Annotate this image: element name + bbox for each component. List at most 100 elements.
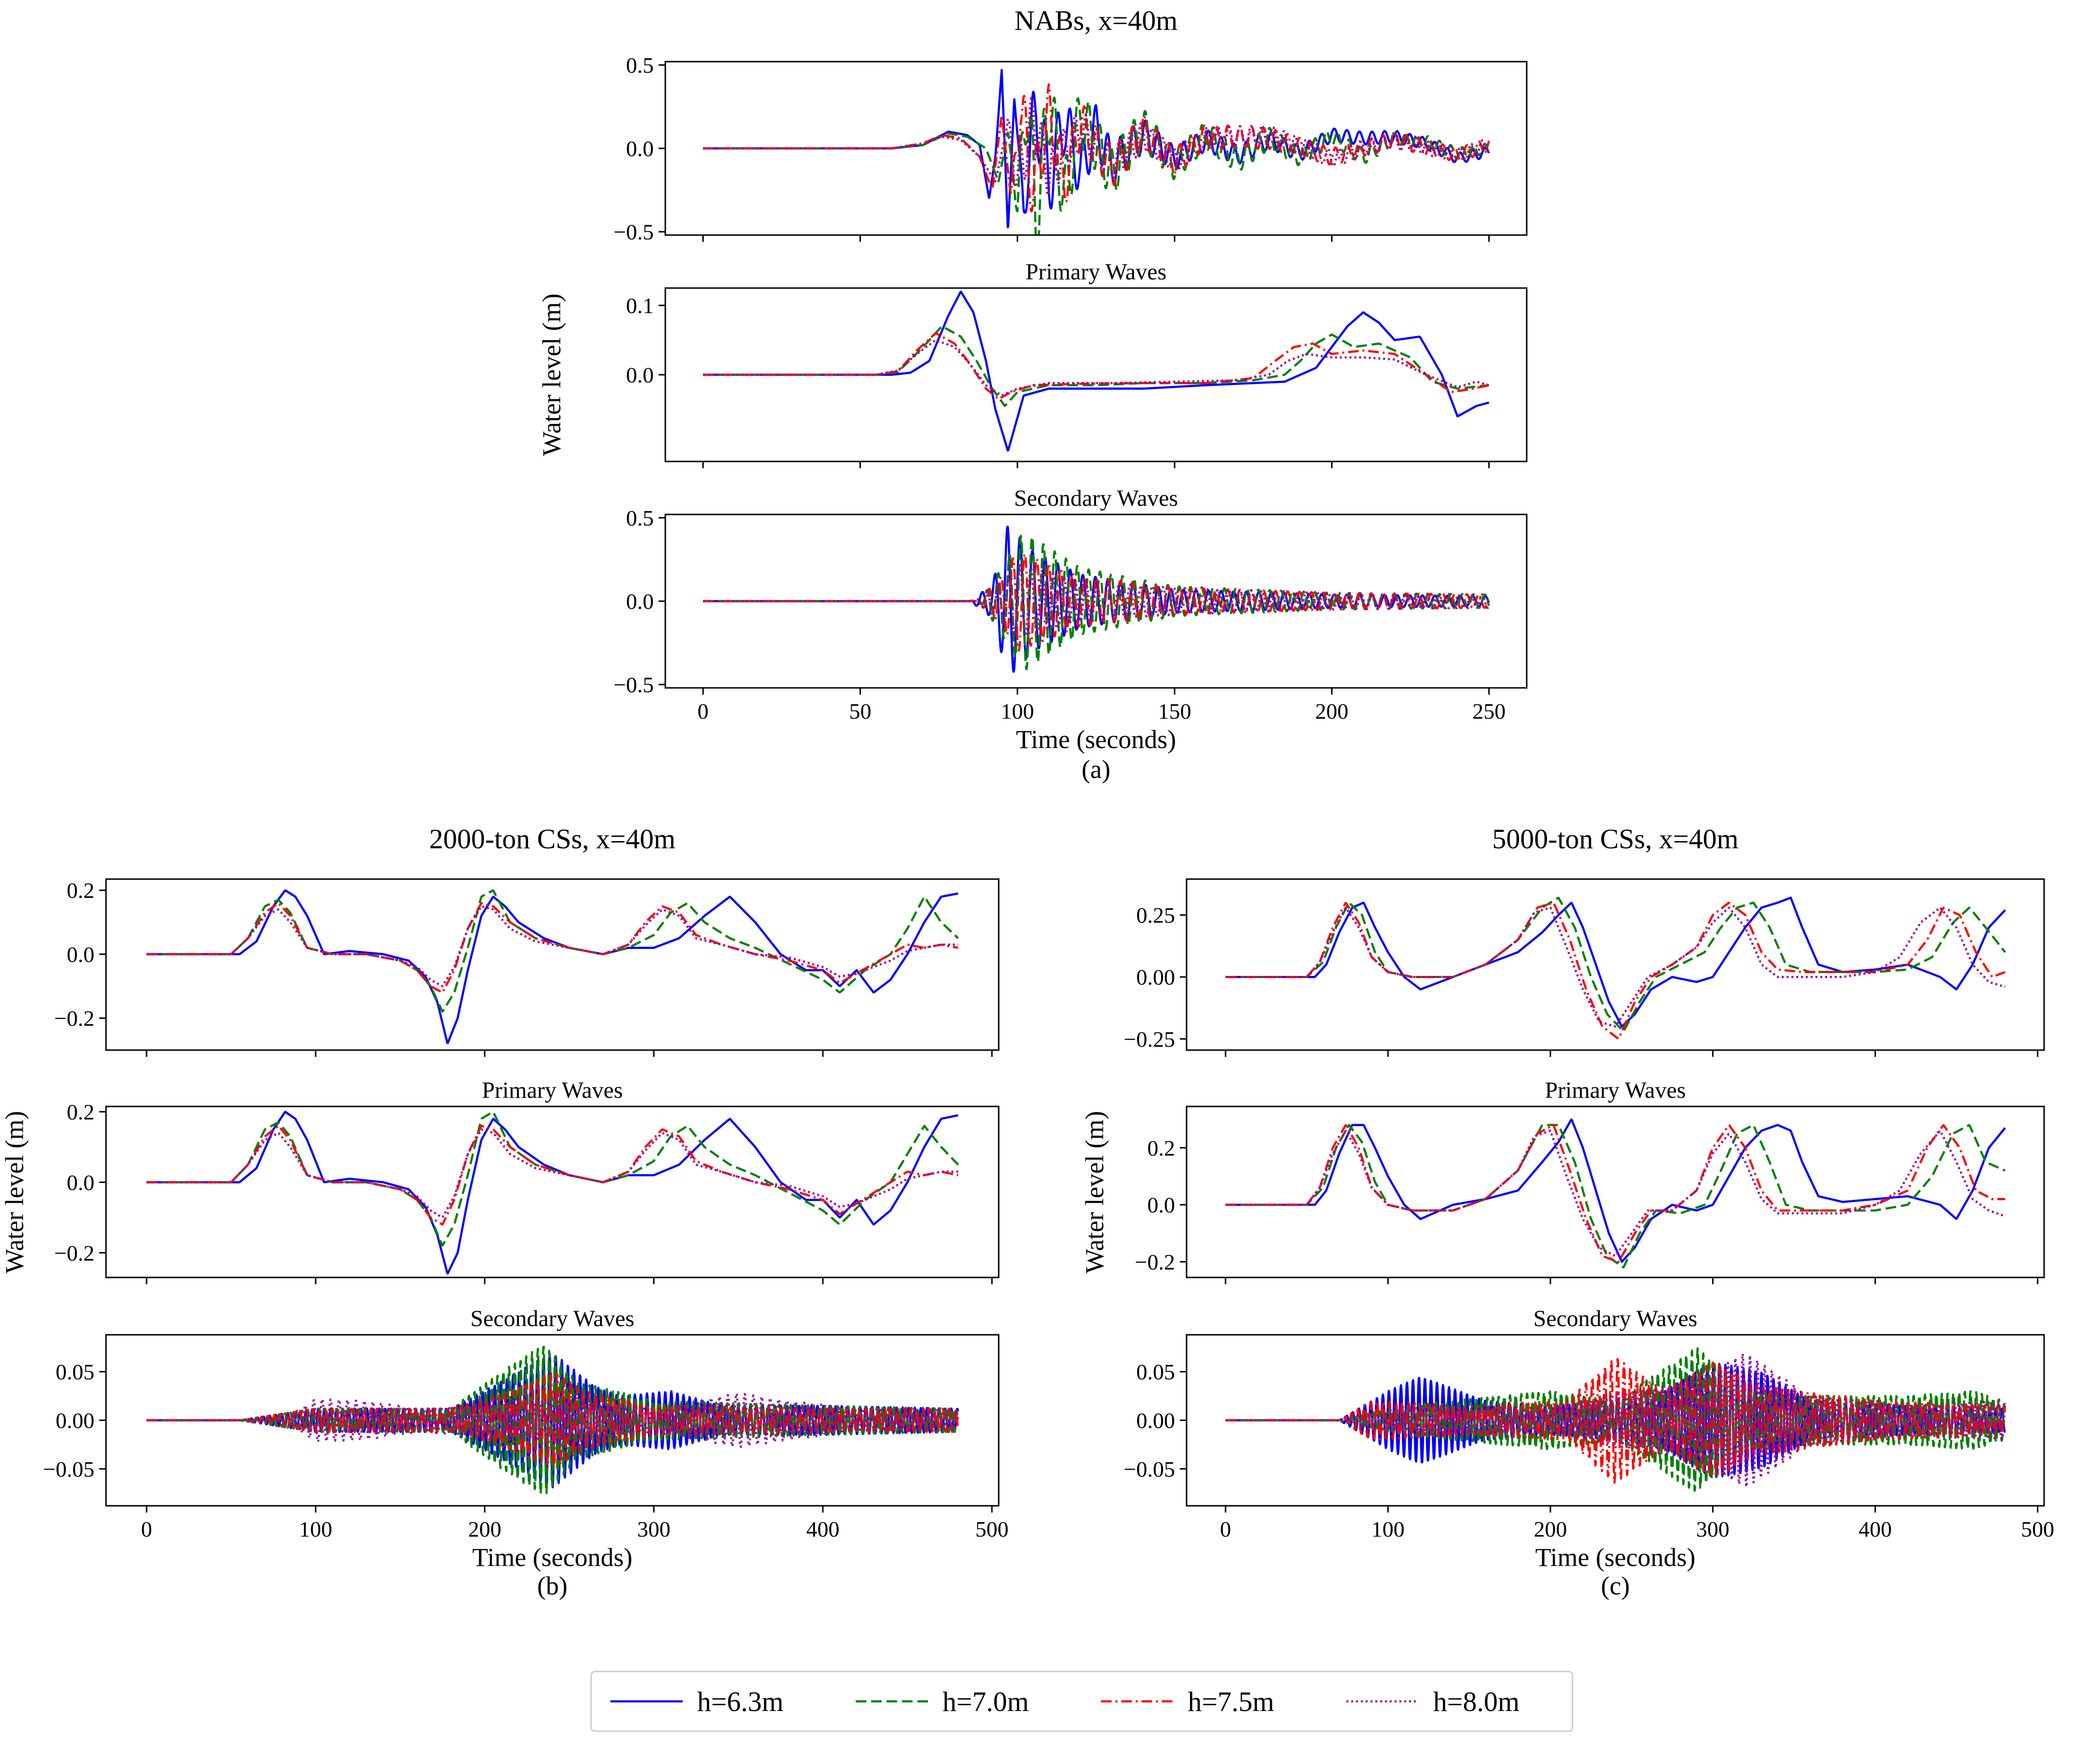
series-line-h=6.3m: [1225, 896, 2006, 1028]
subplot-title: Primary Waves: [1026, 259, 1167, 285]
y-tick-label: 0.5: [626, 506, 654, 530]
series-line-h=6.3m: [145, 889, 959, 1044]
series-line-h=7.5m: [145, 1372, 960, 1469]
y-tick-label: −0.2: [54, 1241, 94, 1265]
panel-tag: (b): [537, 1571, 568, 1600]
x-axis-label: Time (seconds): [472, 1543, 633, 1572]
subplot: Primary Waves −0.2 0.0 0.2: [54, 1078, 1000, 1284]
y-tick-label: 0.25: [1136, 903, 1175, 928]
panel-tag: (c): [1601, 1571, 1630, 1600]
x-tick-label: 0: [1220, 1517, 1231, 1541]
y-tick-label: −0.5: [614, 672, 654, 697]
y-axis-label: Water level (m): [537, 293, 566, 456]
series-line-h=8.0m: [1225, 1130, 2006, 1257]
subplot: Secondary Waves −0.5 0.0 0.5 0 50 100 150 200 250: [614, 486, 1528, 724]
series-lines: [702, 526, 1490, 673]
y-axis-label: Water level (m): [1080, 1111, 1109, 1273]
series-line-h=7.0m: [145, 1345, 960, 1495]
x-tick-label: 500: [2021, 1517, 2054, 1541]
series-lines: [702, 69, 1490, 235]
legend-box: [590, 1671, 1573, 1732]
subplot: −0.25 0.00 0.25: [1124, 878, 2045, 1057]
y-tick-label: 0.00: [56, 1408, 95, 1433]
panel-2: 5000-ton CSs, x=40m−0.250.000.25Primary …: [1080, 823, 2054, 1600]
series-line-h=8.0m: [1225, 906, 2006, 1028]
series-lines: [1225, 1347, 2007, 1492]
legend-label: h=7.0m: [942, 1686, 1029, 1717]
subplot-title: Secondary Waves: [470, 1306, 634, 1331]
y-tick-label: −0.25: [1124, 1027, 1175, 1052]
series-line-h=8.0m: [702, 564, 1490, 637]
x-tick-label: 100: [299, 1517, 332, 1541]
x-tick-label: 50: [849, 699, 872, 724]
x-tick-label: 100: [1001, 699, 1034, 724]
y-tick-label: 0.2: [67, 878, 95, 903]
panel-tag: (a): [1082, 755, 1110, 784]
y-tick-label: −0.5: [614, 220, 654, 244]
y-tick-label: −0.05: [43, 1457, 94, 1481]
subplot: Primary Waves 0.0 0.1: [626, 259, 1528, 468]
y-tick-label: 0.05: [1136, 1360, 1175, 1384]
x-tick-label: 400: [806, 1517, 840, 1541]
x-tick-label: 200: [1534, 1517, 1567, 1541]
series-lines: [1225, 896, 2006, 1040]
x-tick-label: 200: [468, 1517, 502, 1541]
legend-label: h=8.0m: [1433, 1686, 1519, 1717]
series-lines: [1225, 1118, 2006, 1269]
series-lines: [145, 1111, 959, 1275]
x-tick-label: 400: [1859, 1517, 1892, 1541]
series-line-h=7.5m: [145, 1125, 959, 1226]
series-line-h=8.0m: [702, 339, 1490, 397]
x-axis-label: Time (seconds): [1016, 725, 1176, 754]
subplot-title: Secondary Waves: [1533, 1306, 1697, 1331]
series-line-h=7.5m: [1225, 901, 2006, 1040]
legend-label: h=7.5m: [1188, 1686, 1274, 1717]
legend-label: h=6.3m: [697, 1686, 783, 1717]
y-tick-label: 0.0: [626, 363, 654, 387]
subplot: −0.5 0.0 0.5: [614, 53, 1528, 244]
y-tick-label: 0.00: [1136, 1408, 1175, 1433]
series-line-h=8.0m: [1225, 1353, 2007, 1488]
subplot-title: Primary Waves: [1545, 1078, 1686, 1103]
series-line-h=8.0m: [702, 97, 1490, 196]
y-tick-label: −0.2: [1135, 1250, 1175, 1274]
subplot-title: Secondary Waves: [1014, 486, 1178, 511]
y-tick-label: 0.0: [626, 589, 654, 614]
y-tick-label: 0.1: [626, 293, 654, 318]
subplot-frame: [1186, 1105, 2045, 1278]
x-tick-label: 150: [1158, 699, 1191, 724]
y-tick-label: 0.0: [67, 1170, 95, 1195]
subplot-title: Primary Waves: [482, 1078, 623, 1103]
y-tick-label: 0.2: [1148, 1136, 1175, 1160]
panel-0: NABs, x=40m −0.5 0.0 0.5 Primary Waves 0.0 0.1…: [537, 5, 1528, 784]
series-line-h=7.0m: [145, 1111, 959, 1247]
x-tick-label: 100: [1372, 1517, 1405, 1541]
y-tick-label: 0.5: [626, 53, 654, 78]
panels: NABs, x=40m −0.5 0.0 0.5 Primary Waves 0.0 0.1…: [0, 5, 2054, 1600]
subplot: Secondary Waves −0.05 0.00 0.05 0 100 200 300 40…: [1124, 1306, 2054, 1541]
y-tick-label: 0.0: [67, 942, 95, 967]
subplot: −0.2 0.0 0.2: [54, 878, 1000, 1057]
subplot-frame: [105, 878, 1000, 1051]
series-line-h=7.5m: [1225, 1124, 2006, 1263]
series-line-h=7.0m: [1225, 1124, 2006, 1269]
x-tick-label: 500: [975, 1517, 1008, 1541]
series-lines: [145, 1345, 960, 1495]
series-line-h=7.0m: [145, 889, 959, 1013]
x-tick-label: 300: [637, 1517, 671, 1541]
x-tick-label: 0: [141, 1517, 152, 1541]
subplot: Primary Waves −0.2 0.0 0.2: [1135, 1078, 2045, 1284]
y-tick-label: 0.0: [626, 136, 654, 161]
subplot-frame: [1186, 878, 2045, 1051]
subplot: Secondary Waves −0.05 0.00 0.05 0 100 200 300 40…: [43, 1306, 1009, 1541]
legend: h=6.3m h=7.0m h=7.5m h=8.0m: [590, 1671, 1573, 1732]
series-line-h=8.0m: [145, 1128, 959, 1219]
x-axis-label: Time (seconds): [1535, 1543, 1696, 1572]
y-tick-label: −0.05: [1124, 1457, 1175, 1481]
series-lines: [702, 290, 1490, 452]
series-lines: [145, 889, 959, 1044]
series-line-h=7.5m: [1225, 1358, 2007, 1484]
panel-title: NABs, x=40m: [1015, 5, 1178, 36]
